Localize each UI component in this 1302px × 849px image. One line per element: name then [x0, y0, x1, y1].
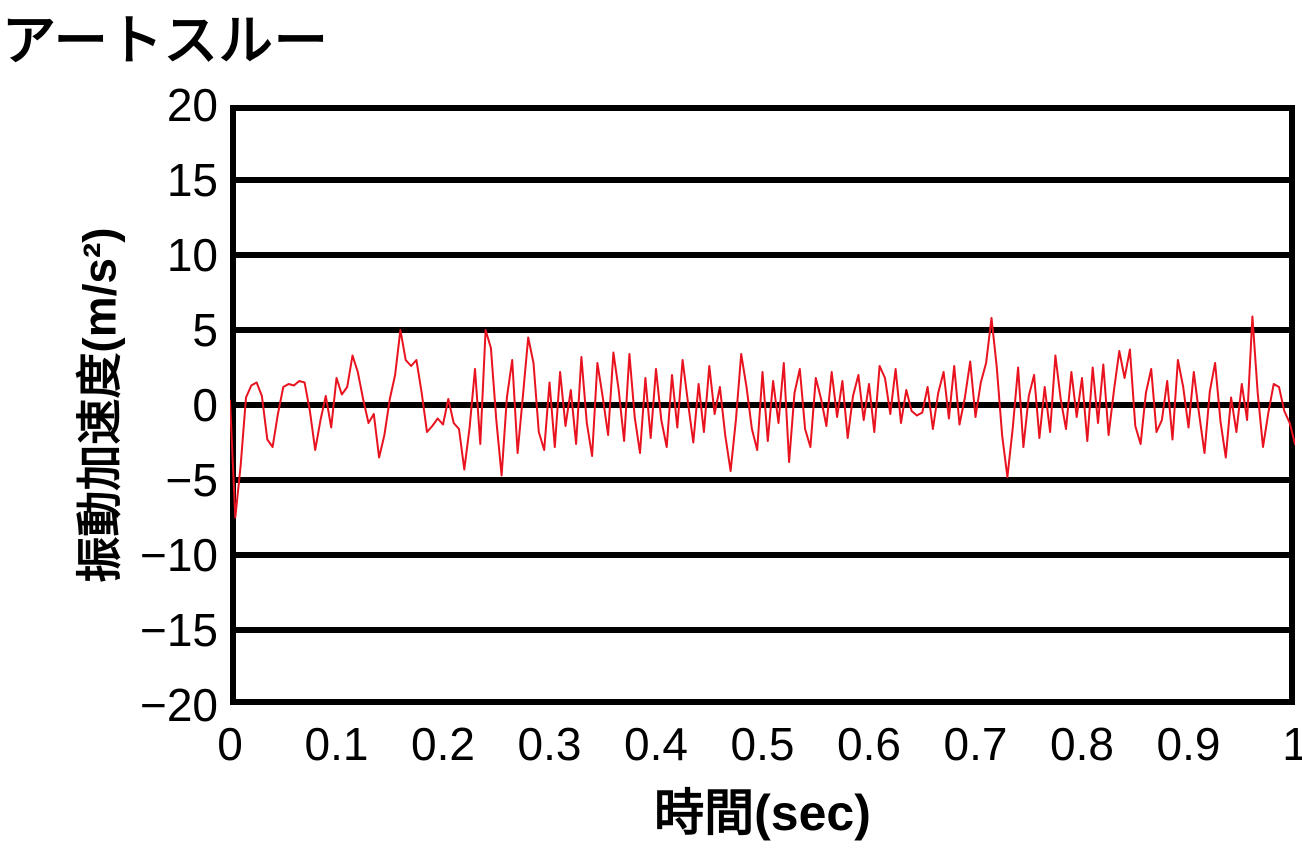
y-tick-label: 20 [166, 79, 218, 131]
x-tick-label: 0.8 [1050, 718, 1114, 770]
x-tick-label: 0.2 [411, 718, 475, 770]
x-tick-label: 0.3 [517, 718, 582, 770]
y-tick-label: −15 [139, 604, 218, 656]
x-tick-label: 0.7 [943, 718, 1008, 770]
y-tick-label: −10 [139, 529, 218, 581]
y-tick-label: 5 [192, 304, 218, 356]
y-tick-label: 0 [192, 379, 218, 431]
x-tick-label: 0 [217, 718, 243, 770]
plot-area [230, 105, 1295, 705]
x-tick-label: 0.5 [730, 718, 795, 770]
x-tick-label: 0.4 [624, 718, 688, 770]
plot-border [230, 105, 1295, 705]
x-axis-title: 時間(sec) [654, 785, 871, 841]
chart-title: アートスルー [2, 11, 329, 71]
y-tick-label: 10 [166, 229, 218, 281]
y-tick-label: −5 [165, 454, 218, 506]
x-tick-label: 0.6 [837, 718, 901, 770]
x-tick-label: 1 [1282, 718, 1302, 770]
x-tick-label: 0.1 [304, 718, 369, 770]
y-tick-label: 15 [166, 154, 218, 206]
plot-svg [230, 105, 1295, 705]
x-tick-label: 0.9 [1156, 718, 1221, 770]
waveform-line [230, 315, 1295, 519]
y-tick-label: −20 [139, 679, 218, 731]
